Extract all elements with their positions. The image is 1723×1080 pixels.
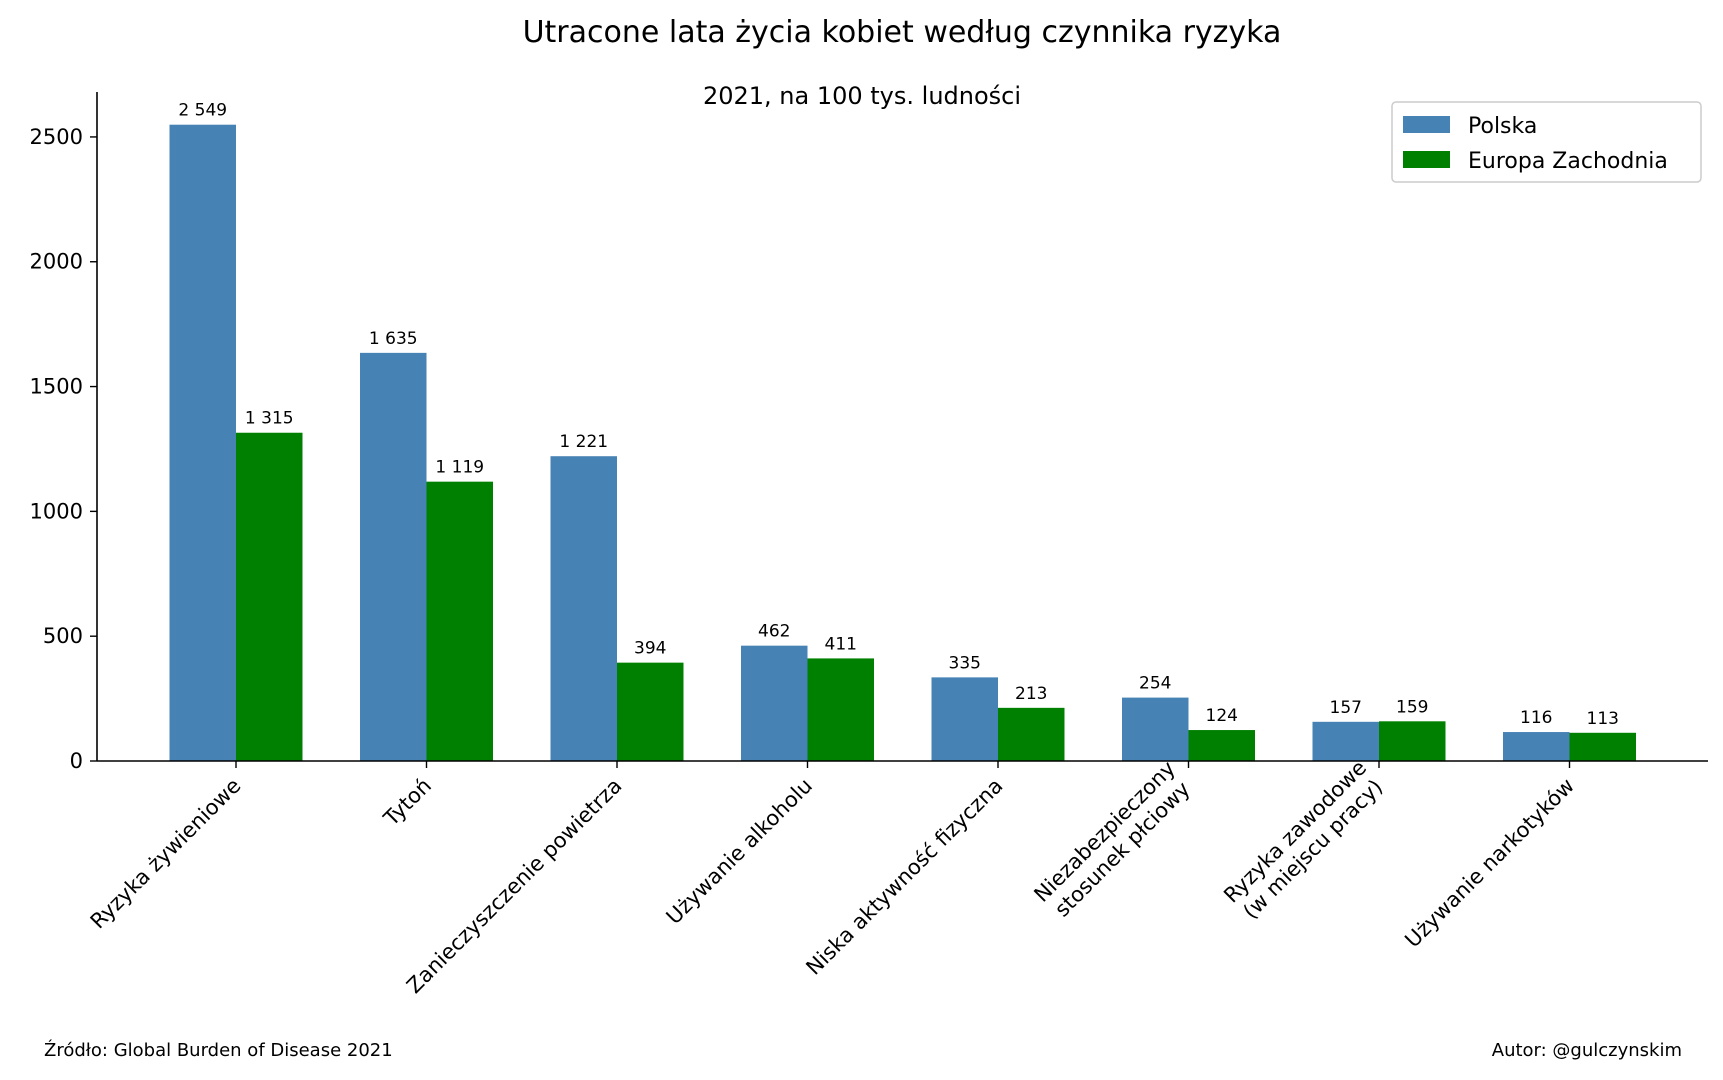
bar-polska-0 xyxy=(169,124,236,762)
legend: Polska Europa Zachodnia xyxy=(1391,101,1702,183)
data-label-europa-zachodnia-7: 113 xyxy=(1587,709,1619,729)
bar-europa-zachodnia-0 xyxy=(236,432,303,761)
data-label-europa-zachodnia-3: 411 xyxy=(825,634,857,654)
data-label-europa-zachodnia-0: 1 315 xyxy=(245,409,294,429)
data-label-polska-6: 157 xyxy=(1330,698,1362,718)
data-label-europa-zachodnia-6: 159 xyxy=(1396,697,1428,717)
data-label-europa-zachodnia-5: 124 xyxy=(1206,706,1238,726)
x-tick-label-1: Tytoń xyxy=(378,774,436,832)
data-label-polska-5: 254 xyxy=(1139,674,1171,694)
x-tick-label-0: Ryzyka żywieniowe xyxy=(86,774,246,934)
y-tick-label-4: 2000 xyxy=(30,250,83,274)
bar-polska-1 xyxy=(360,352,427,761)
y-tick-label-3: 1500 xyxy=(30,375,83,399)
bars-layer xyxy=(169,124,1636,762)
y-tick-label-2: 1000 xyxy=(30,499,83,523)
data-label-europa-zachodnia-4: 213 xyxy=(1015,684,1047,704)
source-note: Źródło: Global Burden of Disease 2021 xyxy=(44,1040,393,1061)
legend-box xyxy=(1391,101,1702,183)
bar-polska-5 xyxy=(1122,697,1189,761)
bar-polska-7 xyxy=(1503,732,1570,761)
bar-polska-6 xyxy=(1312,721,1379,761)
data-label-polska-4: 335 xyxy=(949,653,981,673)
data-label-polska-7: 116 xyxy=(1520,708,1552,728)
x-tick-label-7: Używanie narkotyków xyxy=(1400,774,1579,953)
data-labels-layer: 2 549 1 315 1 635 1 119 1 221 394 462 411 335 213… xyxy=(178,101,1619,729)
author-note: Autor: @gulczynskim xyxy=(1491,1040,1682,1061)
data-label-europa-zachodnia-1: 1 119 xyxy=(435,458,484,478)
x-tick-label-6: Ryzyka zawodowe(w miejscu pracy) xyxy=(1219,756,1389,926)
y-tick-label-0: 0 xyxy=(70,749,83,773)
x-tick-label-3: Używanie alkoholu xyxy=(662,774,817,929)
y-tick-label-5: 2500 xyxy=(30,125,83,149)
bar-europa-zachodnia-4 xyxy=(998,707,1065,761)
data-label-europa-zachodnia-2: 394 xyxy=(634,639,666,659)
x-tick-label-2: Zanieczyszczenie powietrza xyxy=(402,774,626,998)
chart-title: Utracone lata życia kobiet według czynni… xyxy=(523,15,1282,50)
x-tick-label-5: Niezabezpieczonystosunek płciowy xyxy=(1029,756,1197,924)
bar-polska-2 xyxy=(550,456,617,761)
y-tick-label-1: 500 xyxy=(43,624,83,648)
bar-europa-zachodnia-3 xyxy=(807,658,874,761)
legend-label-0: Polska xyxy=(1468,114,1537,139)
data-label-polska-2: 1 221 xyxy=(559,432,608,452)
bar-europa-zachodnia-7 xyxy=(1569,732,1636,761)
data-label-polska-0: 2 549 xyxy=(178,101,227,121)
legend-label-1: Europa Zachodnia xyxy=(1468,149,1668,174)
data-label-polska-1: 1 635 xyxy=(369,329,418,349)
bar-europa-zachodnia-2 xyxy=(617,662,684,761)
legend-swatch-0 xyxy=(1403,116,1450,133)
bar-europa-zachodnia-1 xyxy=(426,481,493,761)
chart-subtitle: 2021, na 100 tys. ludności xyxy=(703,82,1021,110)
legend-swatch-1 xyxy=(1403,151,1450,168)
x-tick-label-4: Niska aktywność fizyczna xyxy=(801,774,1007,980)
bar-europa-zachodnia-5 xyxy=(1188,730,1255,761)
bar-polska-4 xyxy=(931,677,998,761)
bar-europa-zachodnia-6 xyxy=(1379,721,1446,761)
data-label-polska-3: 462 xyxy=(758,622,790,642)
bar-polska-3 xyxy=(741,645,808,761)
